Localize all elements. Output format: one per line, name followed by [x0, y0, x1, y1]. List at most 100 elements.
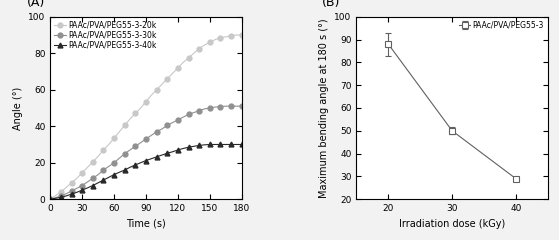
PAAc/PVA/PEG55-3-30k	[58, 194, 64, 197]
PAAc/PVA/PEG55-3-40k	[127, 166, 134, 169]
PAAc/PVA/PEG55-3-20k	[95, 155, 102, 158]
PAAc/PVA/PEG55-3-40k	[159, 154, 165, 156]
PAAc/PVA/PEG55-3-40k	[116, 171, 123, 174]
PAAc/PVA/PEG55-3-30k	[212, 106, 219, 108]
PAAc/PVA/PEG55-3-20k	[159, 83, 165, 86]
PAAc/PVA/PEG55-3-30k	[53, 196, 59, 199]
PAAc/PVA/PEG55-3-40k	[212, 143, 219, 146]
PAAc/PVA/PEG55-3-40k	[148, 157, 155, 160]
PAAc/PVA/PEG55-3-20k	[58, 191, 64, 193]
PAAc/PVA/PEG55-3-30k	[217, 105, 224, 108]
PAAc/PVA/PEG55-3-30k	[106, 165, 112, 168]
PAAc/PVA/PEG55-3-40k	[233, 143, 240, 146]
PAAc/PVA/PEG55-3-40k	[89, 184, 96, 187]
PAAc/PVA/PEG55-3-30k	[228, 105, 234, 108]
PAAc/PVA/PEG55-3-30k	[143, 138, 149, 140]
PAAc/PVA/PEG55-3-40k	[206, 143, 213, 146]
PAAc/PVA/PEG55-3-30k	[206, 107, 213, 109]
Text: (A): (A)	[27, 0, 46, 9]
PAAc/PVA/PEG55-3-20k	[74, 177, 80, 180]
PAAc/PVA/PEG55-3-20k	[111, 137, 117, 139]
PAAc/PVA/PEG55-3-30k	[191, 111, 197, 114]
PAAc/PVA/PEG55-3-20k	[153, 88, 160, 91]
PAAc/PVA/PEG55-3-30k	[111, 161, 117, 164]
PAAc/PVA/PEG55-3-40k	[228, 143, 234, 146]
Line: PAAc/PVA/PEG55-3-20k: PAAc/PVA/PEG55-3-20k	[48, 33, 244, 202]
PAAc/PVA/PEG55-3-20k	[191, 52, 197, 55]
X-axis label: Time (s): Time (s)	[126, 219, 166, 229]
PAAc/PVA/PEG55-3-30k	[180, 116, 187, 119]
X-axis label: Irradiation dose (kGy): Irradiation dose (kGy)	[399, 219, 505, 229]
PAAc/PVA/PEG55-3-30k	[233, 105, 240, 108]
PAAc/PVA/PEG55-3-20k	[174, 66, 181, 69]
PAAc/PVA/PEG55-3-20k	[47, 198, 54, 201]
PAAc/PVA/PEG55-3-20k	[217, 36, 224, 39]
PAAc/PVA/PEG55-3-20k	[148, 94, 155, 97]
PAAc/PVA/PEG55-3-40k	[185, 146, 192, 149]
PAAc/PVA/PEG55-3-20k	[212, 38, 219, 41]
Legend: PAAc/PVA/PEG55-3: PAAc/PVA/PEG55-3	[457, 19, 546, 31]
Y-axis label: Angle (°): Angle (°)	[13, 86, 23, 130]
PAAc/PVA/PEG55-3-30k	[68, 190, 75, 192]
PAAc/PVA/PEG55-3-40k	[180, 147, 187, 150]
PAAc/PVA/PEG55-3-40k	[106, 176, 112, 179]
PAAc/PVA/PEG55-3-20k	[201, 44, 208, 47]
PAAc/PVA/PEG55-3-20k	[143, 100, 149, 103]
PAAc/PVA/PEG55-3-30k	[222, 105, 229, 108]
PAAc/PVA/PEG55-3-40k	[196, 144, 202, 147]
PAAc/PVA/PEG55-3-40k	[201, 144, 208, 146]
PAAc/PVA/PEG55-3-30k	[47, 198, 54, 201]
PAAc/PVA/PEG55-3-20k	[228, 35, 234, 37]
Text: (B): (B)	[322, 0, 340, 9]
PAAc/PVA/PEG55-3-30k	[116, 157, 123, 160]
Line: PAAc/PVA/PEG55-3-40k: PAAc/PVA/PEG55-3-40k	[48, 142, 244, 202]
PAAc/PVA/PEG55-3-30k	[238, 105, 245, 108]
PAAc/PVA/PEG55-3-20k	[121, 124, 128, 127]
PAAc/PVA/PEG55-3-20k	[89, 160, 96, 163]
PAAc/PVA/PEG55-3-30k	[159, 127, 165, 130]
PAAc/PVA/PEG55-3-40k	[68, 193, 75, 196]
PAAc/PVA/PEG55-3-20k	[222, 36, 229, 38]
PAAc/PVA/PEG55-3-20k	[68, 181, 75, 184]
PAAc/PVA/PEG55-3-20k	[84, 166, 91, 169]
PAAc/PVA/PEG55-3-40k	[79, 189, 86, 192]
PAAc/PVA/PEG55-3-30k	[74, 187, 80, 190]
PAAc/PVA/PEG55-3-30k	[169, 121, 176, 124]
PAAc/PVA/PEG55-3-20k	[116, 130, 123, 133]
PAAc/PVA/PEG55-3-20k	[233, 34, 240, 36]
PAAc/PVA/PEG55-3-30k	[127, 149, 134, 151]
PAAc/PVA/PEG55-3-20k	[106, 143, 112, 146]
PAAc/PVA/PEG55-3-40k	[174, 149, 181, 151]
PAAc/PVA/PEG55-3-20k	[63, 186, 70, 189]
PAAc/PVA/PEG55-3-40k	[74, 191, 80, 194]
Line: PAAc/PVA/PEG55-3-30k: PAAc/PVA/PEG55-3-30k	[48, 104, 244, 202]
PAAc/PVA/PEG55-3-40k	[217, 143, 224, 146]
PAAc/PVA/PEG55-3-20k	[100, 149, 107, 151]
PAAc/PVA/PEG55-3-40k	[164, 152, 170, 155]
PAAc/PVA/PEG55-3-20k	[127, 118, 134, 120]
PAAc/PVA/PEG55-3-40k	[84, 186, 91, 189]
PAAc/PVA/PEG55-3-30k	[121, 152, 128, 155]
PAAc/PVA/PEG55-3-20k	[180, 61, 187, 64]
PAAc/PVA/PEG55-3-20k	[196, 47, 202, 50]
PAAc/PVA/PEG55-3-20k	[185, 56, 192, 59]
PAAc/PVA/PEG55-3-30k	[153, 130, 160, 133]
PAAc/PVA/PEG55-3-40k	[191, 145, 197, 148]
PAAc/PVA/PEG55-3-20k	[138, 107, 144, 109]
PAAc/PVA/PEG55-3-30k	[201, 108, 208, 110]
PAAc/PVA/PEG55-3-30k	[100, 168, 107, 171]
PAAc/PVA/PEG55-3-30k	[138, 141, 144, 144]
PAAc/PVA/PEG55-3-40k	[47, 198, 54, 201]
PAAc/PVA/PEG55-3-30k	[79, 184, 86, 187]
PAAc/PVA/PEG55-3-30k	[174, 118, 181, 121]
PAAc/PVA/PEG55-3-40k	[153, 156, 160, 158]
PAAc/PVA/PEG55-3-20k	[206, 41, 213, 44]
PAAc/PVA/PEG55-3-30k	[95, 173, 102, 176]
PAAc/PVA/PEG55-3-40k	[111, 173, 117, 176]
Legend: PAAc/PVA/PEG55-3-20k, PAAc/PVA/PEG55-3-30k, PAAc/PVA/PEG55-3-40k: PAAc/PVA/PEG55-3-20k, PAAc/PVA/PEG55-3-3…	[53, 19, 158, 51]
PAAc/PVA/PEG55-3-40k	[143, 159, 149, 162]
PAAc/PVA/PEG55-3-30k	[89, 177, 96, 180]
PAAc/PVA/PEG55-3-40k	[238, 143, 245, 146]
PAAc/PVA/PEG55-3-30k	[164, 124, 170, 127]
PAAc/PVA/PEG55-3-20k	[169, 72, 176, 75]
